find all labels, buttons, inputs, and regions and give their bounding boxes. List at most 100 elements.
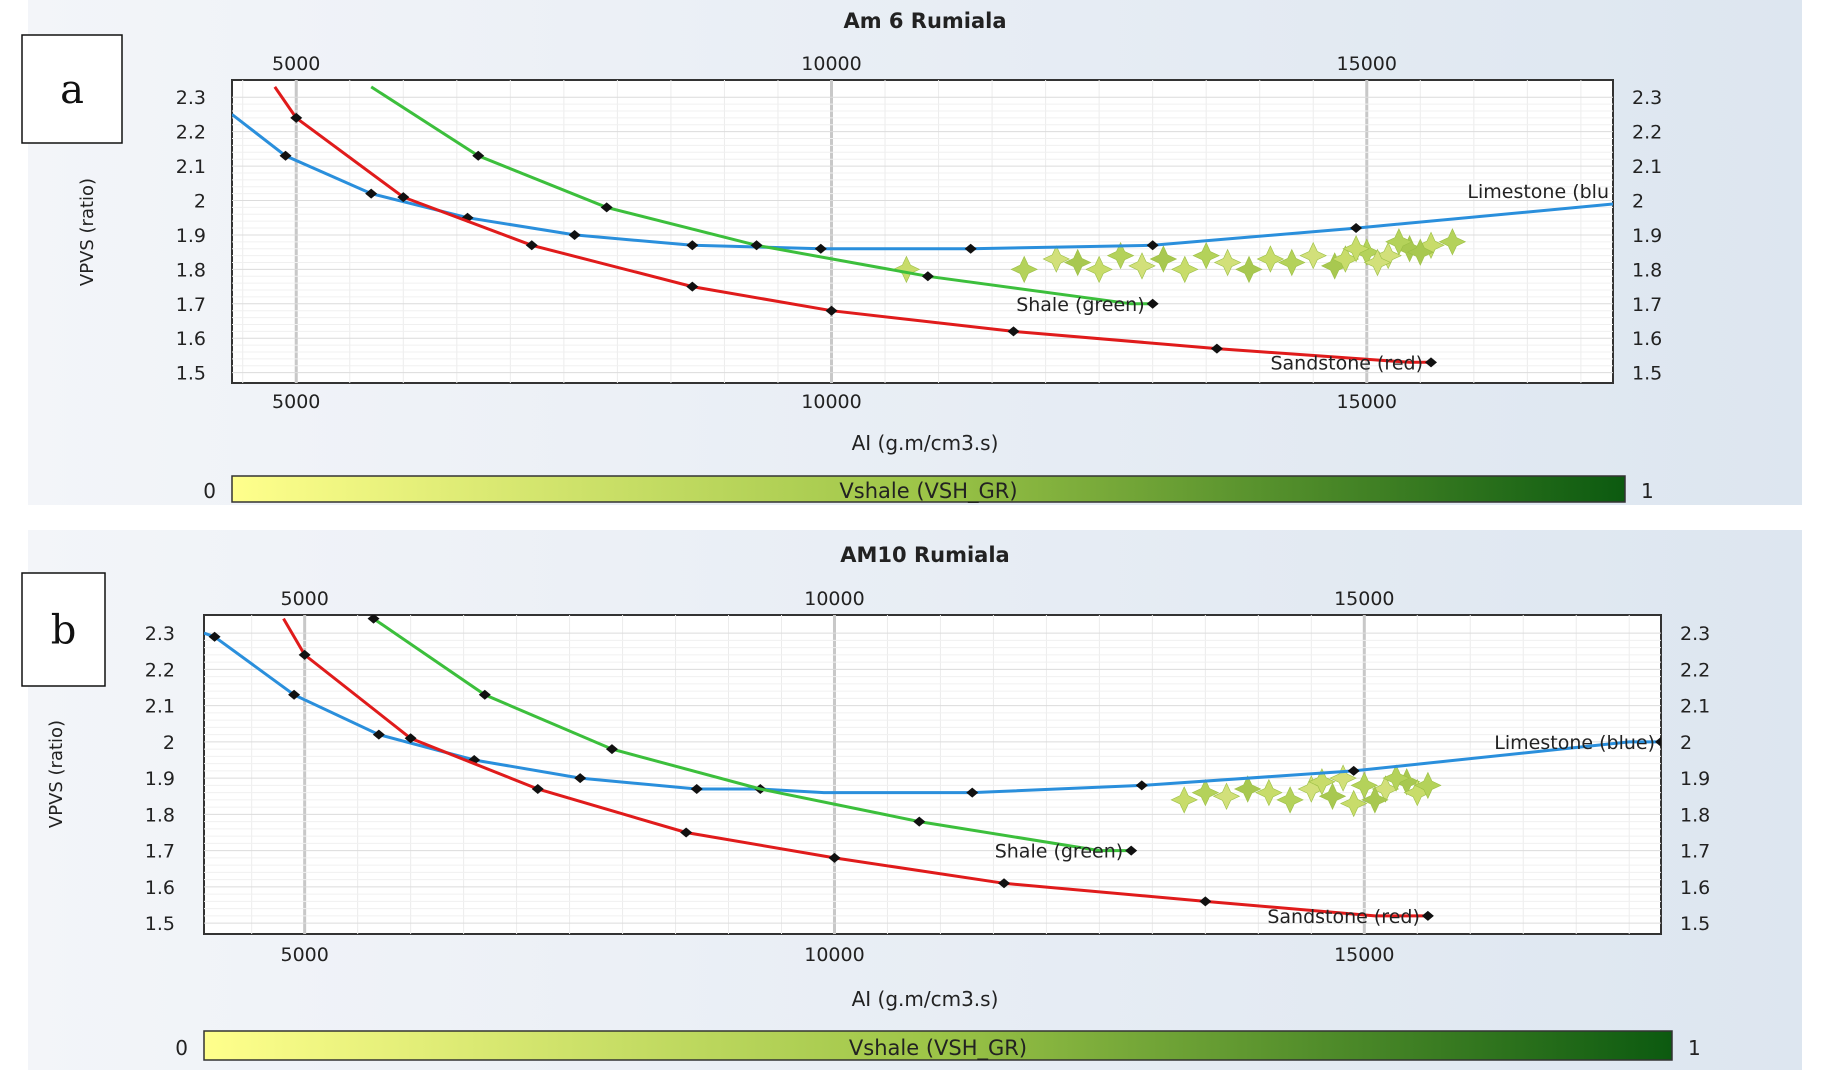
series-marker-sandstone bbox=[404, 733, 417, 744]
series-marker-sandstone bbox=[525, 240, 538, 251]
y-tick-label-left: 1.6 bbox=[176, 328, 206, 350]
scatter-points bbox=[892, 228, 1467, 284]
y-tick-label-right: 1.6 bbox=[1680, 877, 1710, 899]
y-tick-label-right: 2 bbox=[1680, 732, 1692, 754]
scatter-point bbox=[1417, 231, 1445, 260]
colorbar bbox=[231, 475, 1626, 503]
scatter-point bbox=[1063, 248, 1092, 277]
series-marker-limestone bbox=[288, 689, 301, 700]
scatter-point bbox=[1382, 764, 1410, 792]
panel-a: Am 6 Rumiala 5000 5000 10000 10000 15000 15000… bbox=[21, 0, 1802, 505]
series-marker-limestone bbox=[365, 188, 378, 199]
scatter-point bbox=[1299, 241, 1327, 270]
series-marker-sandstone bbox=[828, 852, 841, 863]
series-marker-shale bbox=[750, 240, 763, 251]
series-label-shale: Shale (green) bbox=[995, 841, 1123, 863]
x-tick-label-bottom: 10000 bbox=[801, 391, 861, 413]
y-tick-label-left: 2 bbox=[163, 732, 175, 754]
panel-label-box bbox=[21, 34, 123, 144]
scatter-points bbox=[1170, 764, 1442, 818]
y-tick-label-right: 1.7 bbox=[1632, 294, 1662, 316]
scatter-point bbox=[1256, 245, 1285, 273]
y-tick-label-right: 2.2 bbox=[1632, 122, 1662, 144]
series-marker-limestone bbox=[814, 243, 827, 254]
scatter-point bbox=[1329, 764, 1357, 792]
y-tick-label-right: 1.6 bbox=[1632, 328, 1662, 350]
scatter-point bbox=[892, 255, 921, 284]
y-tick-label-left: 1.9 bbox=[145, 768, 175, 790]
series-marker-sandstone bbox=[290, 112, 303, 123]
series-label-sandstone: Sandstone (red) bbox=[1267, 906, 1420, 928]
series-line-sandstone bbox=[273, 86, 1431, 364]
series-marker-sandstone bbox=[686, 281, 699, 292]
y-tick-label-left: 1.9 bbox=[176, 225, 206, 247]
x-axis-label: AI (g.m/cm3.s) bbox=[852, 987, 999, 1011]
series-marker-limestone bbox=[964, 243, 977, 254]
scatter-point bbox=[1350, 771, 1379, 800]
x-tick-label-bottom: 15000 bbox=[1337, 391, 1397, 413]
series-marker-shale bbox=[367, 615, 380, 624]
series-marker-limestone bbox=[686, 240, 699, 251]
scatter-point bbox=[1374, 241, 1402, 270]
scatter-point bbox=[1213, 248, 1242, 277]
series-marker-sandstone bbox=[298, 649, 311, 660]
scatter-point bbox=[1331, 245, 1360, 273]
y-tick-label-left: 1.7 bbox=[145, 841, 175, 863]
scatter-point bbox=[1371, 775, 1400, 803]
scatter-point bbox=[1276, 786, 1304, 814]
series-marker-limestone bbox=[690, 784, 703, 794]
y-tick-label-left: 1.5 bbox=[176, 363, 206, 385]
series-marker-shale bbox=[913, 816, 926, 827]
series-marker-shale bbox=[605, 744, 618, 755]
scatter-point bbox=[1149, 245, 1178, 273]
y-tick-label-left: 2.3 bbox=[145, 623, 175, 645]
scatter-point bbox=[1361, 786, 1389, 814]
x-tick-label-bottom: 5000 bbox=[272, 391, 320, 413]
x-tick-label-bottom: 5000 bbox=[280, 944, 328, 966]
y-tick-label-left: 1.6 bbox=[145, 877, 175, 899]
scatter-point bbox=[1406, 238, 1435, 266]
scatter-point bbox=[1233, 775, 1262, 803]
colorbar-max-label: 1 bbox=[1641, 479, 1654, 503]
scatter-point bbox=[1128, 252, 1156, 280]
scatter-point bbox=[1342, 234, 1370, 263]
panel-label-box bbox=[21, 572, 106, 687]
y-tick-label-right: 1.9 bbox=[1680, 768, 1710, 790]
x-tick-label-top: 15000 bbox=[1334, 588, 1394, 610]
chart-title: Am 6 Rumiala bbox=[843, 9, 1006, 33]
scatter-point bbox=[1191, 778, 1220, 807]
plot-area bbox=[231, 79, 1614, 384]
y-tick-label-right: 1.8 bbox=[1680, 804, 1710, 826]
scatter-point bbox=[1318, 782, 1347, 811]
y-tick-label-right: 2.2 bbox=[1680, 659, 1710, 681]
x-tick-label-top: 10000 bbox=[801, 53, 861, 75]
y-tick-label-left: 2.2 bbox=[176, 122, 206, 144]
series-marker-sandstone bbox=[680, 827, 693, 838]
series-marker-shale bbox=[600, 202, 613, 213]
scatter-point bbox=[1106, 241, 1135, 270]
y-axis-label: VPVS (ratio) bbox=[46, 720, 67, 828]
colorbar-label: Vshale (VSH_GR) bbox=[849, 1036, 1027, 1061]
y-tick-label-left: 2.1 bbox=[176, 156, 206, 178]
chart-title: AM10 Rumiala bbox=[840, 543, 1009, 567]
series-marker-limestone bbox=[574, 773, 587, 784]
scatter-point bbox=[1212, 782, 1241, 811]
series-marker-sandstone bbox=[397, 192, 410, 203]
scatter-point bbox=[1235, 255, 1263, 284]
series-marker-limestone bbox=[1655, 736, 1661, 747]
x-tick-label-top: 5000 bbox=[280, 588, 328, 610]
y-tick-label-left: 1.8 bbox=[176, 259, 206, 281]
series-line-sandstone bbox=[282, 617, 1428, 918]
y-tick-label-left: 2.1 bbox=[145, 696, 175, 718]
panel-label: a bbox=[60, 67, 84, 113]
scatter-point bbox=[1192, 241, 1220, 270]
scatter-point bbox=[1339, 789, 1368, 818]
colorbar bbox=[203, 1030, 1673, 1061]
series-marker-sandstone bbox=[1425, 357, 1438, 368]
scatter-point bbox=[1308, 768, 1336, 796]
x-tick-label-top: 15000 bbox=[1337, 53, 1397, 75]
colorbar-min-label: 0 bbox=[175, 1036, 188, 1060]
y-axis-label: VPVS (ratio) bbox=[77, 178, 98, 286]
y-tick-label-right: 2.1 bbox=[1632, 156, 1662, 178]
y-tick-label-right: 1.9 bbox=[1632, 225, 1662, 247]
